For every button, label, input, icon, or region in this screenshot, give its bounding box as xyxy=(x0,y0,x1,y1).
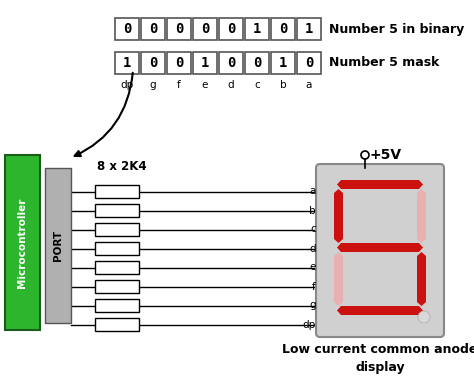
Bar xyxy=(45,168,71,323)
Bar xyxy=(245,18,269,40)
Text: g: g xyxy=(150,80,156,90)
Text: f: f xyxy=(177,80,181,90)
Text: Number 5 mask: Number 5 mask xyxy=(329,57,439,70)
Text: 0: 0 xyxy=(305,56,313,70)
Text: 0: 0 xyxy=(201,22,209,36)
Text: 0: 0 xyxy=(149,22,157,36)
Text: 0: 0 xyxy=(149,56,157,70)
Text: 0: 0 xyxy=(123,22,131,36)
Bar xyxy=(271,18,295,40)
Text: 0: 0 xyxy=(279,22,287,36)
Bar xyxy=(95,318,139,331)
Polygon shape xyxy=(337,180,423,189)
Bar xyxy=(193,52,217,74)
Text: c: c xyxy=(310,224,316,235)
Text: b: b xyxy=(280,80,286,90)
Bar xyxy=(115,52,139,74)
Circle shape xyxy=(418,311,430,323)
Text: Number 5 in binary: Number 5 in binary xyxy=(329,22,464,36)
Text: e: e xyxy=(202,80,208,90)
Polygon shape xyxy=(417,252,426,306)
Bar xyxy=(5,155,40,330)
Text: a: a xyxy=(306,80,312,90)
Text: 8 x 2K4: 8 x 2K4 xyxy=(97,160,147,173)
Text: dp: dp xyxy=(303,320,316,329)
Polygon shape xyxy=(417,189,426,243)
Text: Microcontroller: Microcontroller xyxy=(18,197,27,288)
Text: g: g xyxy=(310,300,316,310)
Text: +5V: +5V xyxy=(370,148,402,162)
Bar xyxy=(141,18,165,40)
Text: dp: dp xyxy=(120,80,134,90)
Bar xyxy=(297,18,321,40)
Bar xyxy=(219,18,243,40)
Bar xyxy=(141,52,165,74)
Text: a: a xyxy=(310,187,316,197)
Bar xyxy=(95,261,139,274)
Bar xyxy=(167,52,191,74)
Text: 0: 0 xyxy=(227,22,235,36)
Bar xyxy=(95,242,139,255)
Bar xyxy=(297,52,321,74)
Text: 0: 0 xyxy=(227,56,235,70)
Bar xyxy=(115,18,139,40)
Text: 0: 0 xyxy=(175,56,183,70)
Text: d: d xyxy=(310,243,316,253)
Text: Low current common anode: Low current common anode xyxy=(283,343,474,356)
Text: f: f xyxy=(312,281,316,291)
Text: PORT: PORT xyxy=(53,230,63,261)
Text: 1: 1 xyxy=(279,56,287,70)
Text: 1: 1 xyxy=(201,56,209,70)
Polygon shape xyxy=(334,252,343,306)
Text: 0: 0 xyxy=(175,22,183,36)
Text: c: c xyxy=(254,80,260,90)
Polygon shape xyxy=(334,189,343,243)
Text: 1: 1 xyxy=(123,56,131,70)
Text: 0: 0 xyxy=(253,56,261,70)
Text: 1: 1 xyxy=(305,22,313,36)
Polygon shape xyxy=(337,243,423,252)
Bar xyxy=(193,18,217,40)
FancyBboxPatch shape xyxy=(316,164,444,337)
Bar xyxy=(95,204,139,217)
Text: d: d xyxy=(228,80,234,90)
Text: display: display xyxy=(355,361,405,374)
Bar xyxy=(219,52,243,74)
Polygon shape xyxy=(337,306,423,315)
Bar xyxy=(95,185,139,198)
Bar xyxy=(271,52,295,74)
Text: 1: 1 xyxy=(253,22,261,36)
Bar xyxy=(95,223,139,236)
Bar xyxy=(167,18,191,40)
Bar xyxy=(245,52,269,74)
Text: e: e xyxy=(310,262,316,272)
Bar xyxy=(95,299,139,312)
Bar xyxy=(95,280,139,293)
Text: b: b xyxy=(310,205,316,216)
